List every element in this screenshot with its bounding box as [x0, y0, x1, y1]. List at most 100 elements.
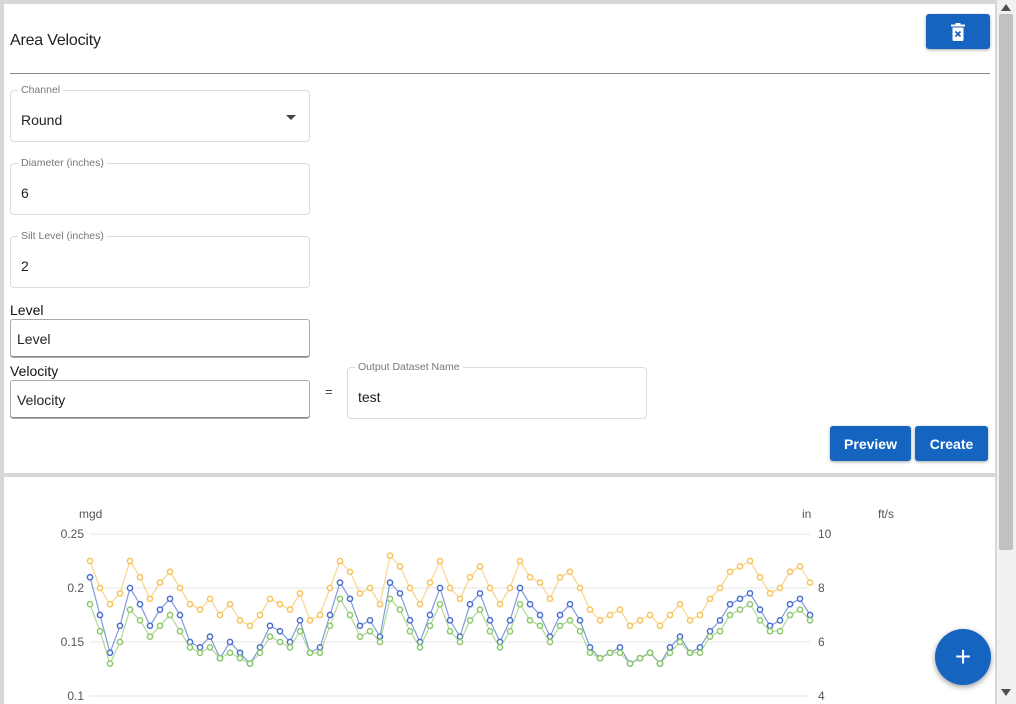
series-0-point [446, 584, 454, 592]
series-0-point [236, 617, 244, 624]
series-2-point [376, 638, 384, 646]
delete-icon [951, 22, 965, 41]
series-0-point [136, 573, 144, 581]
series-2-point [576, 627, 584, 635]
right-axis-2-unit: ft/s [878, 507, 894, 521]
series-0-point [506, 584, 514, 592]
series-0-point [556, 573, 564, 581]
add-button[interactable]: + [935, 629, 991, 685]
series-1-point [446, 617, 454, 624]
series-0-point [456, 595, 464, 603]
level-input[interactable]: Level [10, 319, 310, 358]
series-0-point [526, 573, 534, 581]
series-0-point [706, 595, 714, 603]
series-0-point [676, 600, 684, 608]
series-0-point [86, 557, 94, 565]
series-0-point [126, 557, 134, 565]
series-0-point [106, 600, 114, 608]
series-1-point [226, 638, 234, 646]
series-1-point [676, 633, 684, 640]
series-1-point [796, 595, 804, 603]
series-0-point [436, 557, 444, 565]
area-velocity-panel: Area Velocity Channel Round Diameter (in… [4, 4, 995, 473]
series-2-point [416, 644, 424, 651]
diameter-label: Diameter (inches) [18, 157, 107, 169]
create-button[interactable]: Create [915, 426, 988, 461]
series-1-point [176, 611, 184, 619]
series-1-point [536, 611, 544, 619]
series-2-point [486, 627, 494, 635]
equals-sign: = [325, 384, 333, 399]
series-2-point [336, 595, 344, 603]
series-2-point [296, 627, 304, 635]
series-0-point [746, 557, 754, 565]
series-2-point [596, 654, 604, 662]
velocity-input-value: Velocity [17, 392, 66, 408]
left-tick-label: 0.1 [67, 689, 84, 703]
series-0-point [266, 595, 274, 603]
series-0-point [466, 573, 474, 581]
series-1-point [86, 573, 94, 581]
delete-button[interactable] [926, 14, 990, 49]
series-0-point [796, 563, 804, 570]
series-1-point [146, 622, 154, 630]
scroll-down-arrow[interactable] [1001, 689, 1011, 696]
series-2-point [256, 649, 264, 657]
series-0-point [356, 590, 364, 597]
series-0-point [96, 584, 104, 592]
series-1-point [576, 617, 584, 624]
series-1-point [616, 644, 624, 651]
series-2-point [316, 649, 324, 657]
series-2-point [166, 611, 174, 619]
series-2-point [536, 622, 544, 630]
silt-level-field[interactable]: Silt Level (inches) 2 [10, 230, 310, 288]
series-0-point [116, 590, 124, 597]
series-0-point [666, 611, 674, 619]
series-2-point [526, 617, 534, 624]
plus-icon: + [954, 641, 972, 672]
output-dataset-name-field[interactable]: Output Dataset Name test [347, 361, 647, 419]
divider [10, 73, 990, 74]
series-1-point [476, 590, 484, 597]
series-2-point [176, 627, 184, 635]
series-1-point [786, 600, 794, 608]
series-2-point [386, 595, 394, 603]
series-0-point [366, 584, 374, 592]
series-0-point [146, 595, 154, 603]
series-1-point [156, 606, 164, 613]
series-0-point [656, 622, 664, 630]
series-1-point [666, 644, 674, 651]
scrollbar-thumb[interactable] [999, 14, 1013, 550]
series-1-point [366, 617, 374, 624]
velocity-input[interactable]: Velocity [10, 380, 310, 419]
series-1-point [466, 600, 474, 608]
diameter-field[interactable]: Diameter (inches) 6 [10, 157, 310, 215]
series-1-point [726, 600, 734, 608]
series-2-point [456, 638, 464, 646]
series-2-point [306, 649, 314, 657]
series-2-point [276, 638, 284, 646]
right-tick-label: 4 [818, 689, 825, 703]
scroll-up-arrow[interactable] [1001, 4, 1011, 11]
series-1-point [806, 611, 814, 619]
preview-button[interactable]: Preview [830, 426, 911, 461]
series-1-point [356, 622, 364, 630]
series-0-point [646, 611, 654, 619]
series-1-point [126, 584, 134, 592]
series-1-point [566, 600, 574, 608]
series-0-point [616, 606, 624, 613]
series-1-point [436, 584, 444, 592]
series-2-point [196, 649, 204, 657]
series-1-point [406, 617, 414, 624]
channel-value: Round [21, 112, 63, 128]
channel-select[interactable]: Channel Round [10, 84, 310, 142]
series-2-point [476, 606, 484, 613]
scrollbar[interactable] [997, 0, 1016, 704]
page-title: Area Velocity [10, 32, 101, 49]
series-2-point [556, 622, 564, 630]
series-1-point [526, 600, 534, 608]
series-2-point [366, 627, 374, 635]
series-0-point [546, 595, 554, 603]
series-2-point [756, 617, 764, 624]
